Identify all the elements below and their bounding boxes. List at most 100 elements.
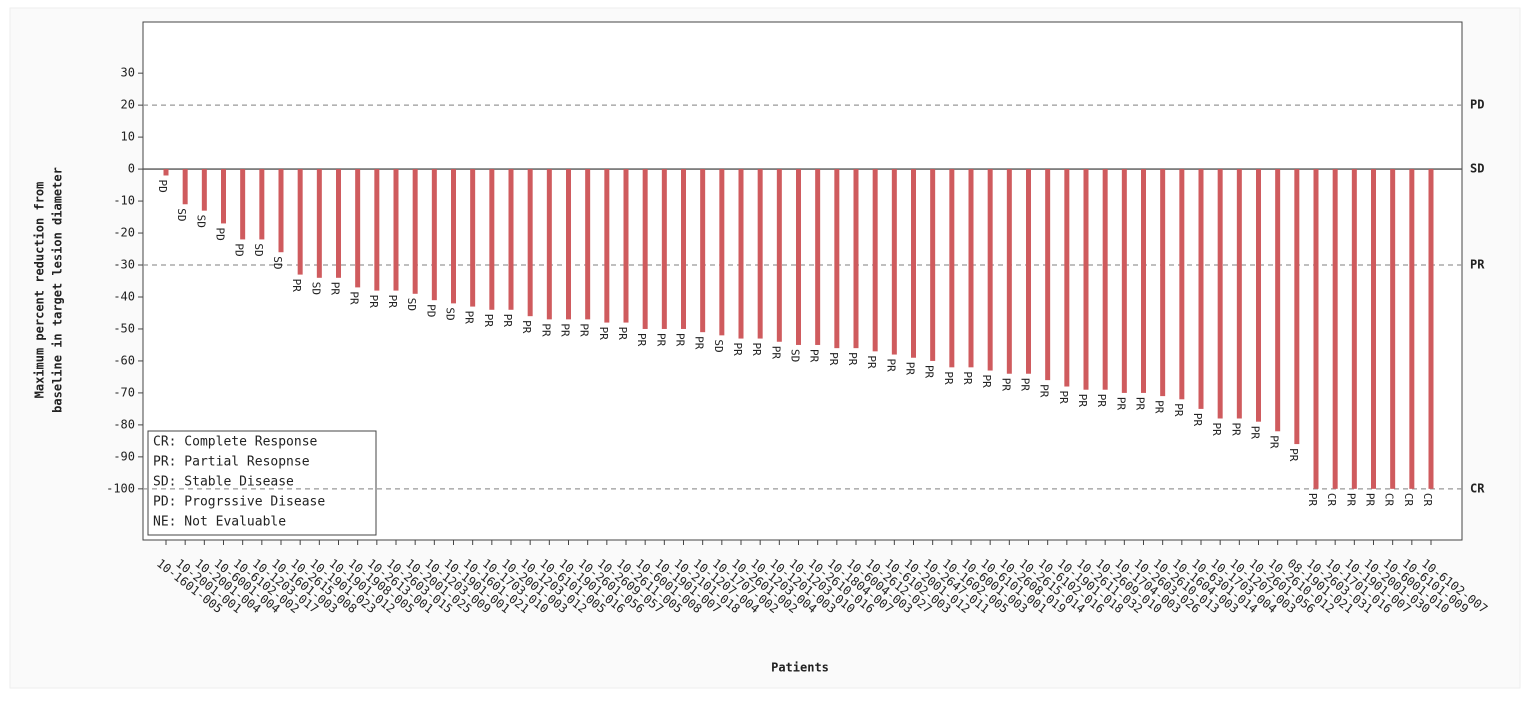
y-tick-label: -70	[113, 385, 135, 399]
bar	[297, 169, 303, 275]
bar	[508, 169, 514, 310]
response-label: PR	[1268, 435, 1281, 449]
response-label: CR	[1383, 493, 1396, 507]
bar	[221, 169, 226, 224]
bar	[1121, 169, 1127, 393]
bar	[1064, 169, 1070, 387]
y-axis-label: baseline in target lesion diameter	[51, 167, 65, 413]
y-tick-label: -80	[113, 417, 135, 431]
response-label: PR	[808, 349, 821, 363]
bar	[1141, 169, 1146, 393]
response-label: PR	[1191, 413, 1204, 427]
response-label: SD	[444, 307, 457, 320]
bar	[336, 169, 341, 278]
bar	[1256, 169, 1261, 422]
bar	[1428, 169, 1434, 489]
response-label: PR	[463, 311, 476, 325]
bar	[987, 169, 993, 371]
bar	[949, 169, 955, 368]
legend-text: CR: Complete Response	[153, 435, 318, 450]
response-label: PR	[386, 295, 399, 309]
response-label: PR	[1172, 403, 1185, 417]
response-label: CR	[1421, 493, 1434, 507]
bar	[700, 169, 706, 333]
response-label: PR	[1210, 422, 1223, 436]
response-label: SD	[252, 243, 265, 256]
bar	[201, 169, 207, 211]
response-label: SD	[309, 282, 322, 295]
bar	[891, 169, 897, 355]
response-label: SD	[194, 215, 207, 228]
bar	[642, 169, 648, 329]
bar	[930, 169, 936, 361]
bar	[1275, 169, 1281, 432]
bar	[911, 169, 916, 358]
response-label: PR	[501, 314, 514, 328]
response-label: SD	[405, 298, 418, 311]
bar	[604, 169, 610, 323]
reference-label: CR	[1470, 481, 1485, 495]
bar	[815, 169, 821, 345]
bar	[853, 169, 859, 349]
response-label: PR	[1229, 422, 1242, 436]
response-label: PR	[942, 371, 955, 385]
response-label: CR	[1325, 493, 1338, 507]
bar	[1236, 169, 1242, 419]
legend	[147, 430, 377, 536]
y-tick-label: 10	[121, 130, 135, 144]
bar	[1160, 169, 1166, 397]
response-label: PR	[769, 346, 782, 360]
response-label: CR	[1402, 493, 1415, 507]
bar	[1294, 169, 1300, 445]
response-label: PR	[827, 352, 840, 366]
y-tick-label: -60	[113, 353, 135, 367]
response-label: PR	[693, 336, 706, 350]
response-label: SD	[271, 256, 284, 269]
response-label: PR	[348, 291, 361, 305]
response-label: PR	[1019, 378, 1032, 392]
x-axis-label: Patients	[771, 661, 829, 675]
bar	[527, 169, 533, 317]
bar	[1045, 169, 1051, 381]
bar	[316, 169, 322, 278]
bar	[182, 169, 188, 205]
response-label: SD	[175, 208, 188, 221]
legend-text: PD: Progrssive Disease	[153, 495, 325, 510]
reference-label: PR	[1470, 258, 1485, 272]
response-label: PR	[520, 320, 533, 334]
bar	[1198, 169, 1204, 409]
response-label: PR	[923, 365, 936, 379]
y-tick-label: 20	[121, 98, 135, 112]
response-label: PR	[597, 327, 610, 341]
response-label: PR	[559, 323, 572, 337]
bar	[661, 169, 667, 329]
response-label: PR	[1076, 394, 1089, 408]
bar	[719, 169, 725, 336]
response-label: PR	[1038, 384, 1051, 398]
y-tick-label: -50	[113, 321, 135, 335]
response-label: PR	[1095, 394, 1108, 408]
y-axis-label: Maximum percent reduction from	[33, 182, 47, 399]
bar	[1179, 169, 1185, 400]
bar	[1217, 169, 1223, 419]
bar	[1026, 169, 1031, 374]
response-label: PR	[674, 333, 687, 347]
bar	[451, 169, 456, 304]
response-label: PD	[233, 243, 246, 256]
y-tick-label: -20	[113, 226, 135, 240]
response-label: SD	[789, 349, 802, 362]
bar	[585, 169, 591, 320]
response-label: PR	[904, 362, 917, 376]
bar	[738, 169, 744, 339]
response-label: PR	[539, 323, 552, 337]
y-tick-label: -10	[113, 194, 135, 208]
bar	[374, 169, 380, 291]
bar	[259, 169, 265, 240]
bar	[1102, 169, 1108, 390]
response-label: PD	[156, 179, 169, 192]
bar	[355, 169, 361, 288]
bar	[968, 169, 974, 368]
response-label: PR	[1364, 493, 1377, 507]
response-label: PR	[654, 333, 667, 347]
